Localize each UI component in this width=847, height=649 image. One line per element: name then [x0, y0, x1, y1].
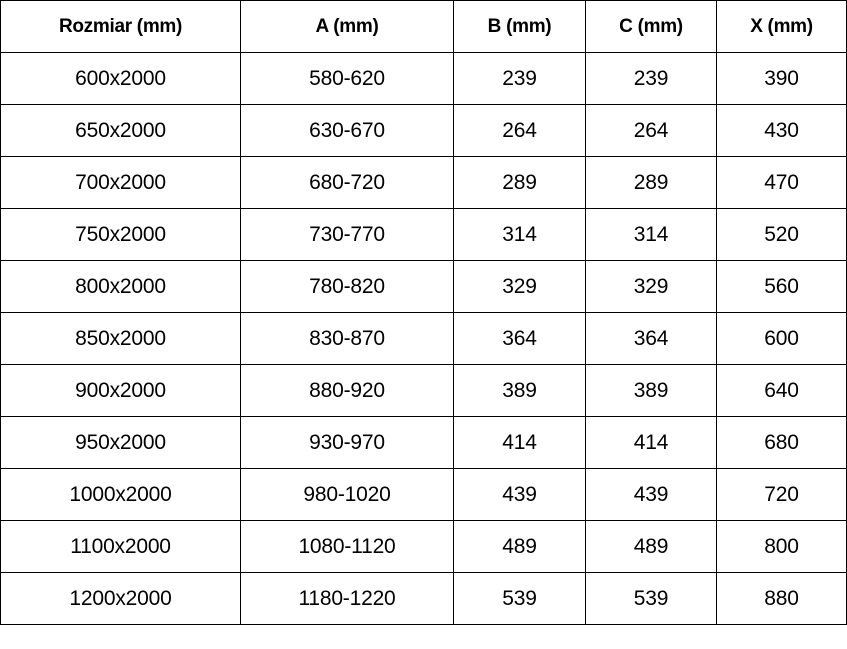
- cell-x: 520: [716, 208, 847, 261]
- cell-x: 390: [716, 52, 847, 105]
- cell-a: 930-970: [240, 416, 454, 469]
- cell-size: 1200x2000: [0, 572, 241, 625]
- header-x: X (mm): [716, 0, 847, 53]
- cell-a: 1080-1120: [240, 520, 454, 573]
- cell-b: 329: [453, 260, 586, 313]
- table-row: 850x2000 830-870 364 364 600: [0, 312, 847, 365]
- header-c: C (mm): [585, 0, 717, 53]
- cell-x: 470: [716, 156, 847, 209]
- cell-a: 580-620: [240, 52, 454, 105]
- cell-a: 780-820: [240, 260, 454, 313]
- cell-x: 880: [716, 572, 847, 625]
- table-row: 600x2000 580-620 239 239 390: [0, 52, 847, 105]
- cell-x: 600: [716, 312, 847, 365]
- table-row: 750x2000 730-770 314 314 520: [0, 208, 847, 261]
- cell-size: 650x2000: [0, 104, 241, 157]
- cell-c: 389: [585, 364, 717, 417]
- cell-size: 1000x2000: [0, 468, 241, 521]
- cell-b: 389: [453, 364, 586, 417]
- cell-size: 600x2000: [0, 52, 241, 105]
- table-row: 800x2000 780-820 329 329 560: [0, 260, 847, 313]
- cell-x: 680: [716, 416, 847, 469]
- table-row: 650x2000 630-670 264 264 430: [0, 104, 847, 157]
- table-row: 1000x2000 980-1020 439 439 720: [0, 468, 847, 521]
- cell-size: 750x2000: [0, 208, 241, 261]
- cell-b: 264: [453, 104, 586, 157]
- cell-x: 720: [716, 468, 847, 521]
- header-row: Rozmiar (mm) A (mm) B (mm) C (mm) X (mm): [0, 0, 847, 53]
- cell-a: 880-920: [240, 364, 454, 417]
- cell-b: 539: [453, 572, 586, 625]
- cell-size: 900x2000: [0, 364, 241, 417]
- cell-x: 640: [716, 364, 847, 417]
- cell-a: 730-770: [240, 208, 454, 261]
- cell-size: 700x2000: [0, 156, 241, 209]
- cell-c: 314: [585, 208, 717, 261]
- cell-b: 364: [453, 312, 586, 365]
- cell-b: 414: [453, 416, 586, 469]
- cell-c: 439: [585, 468, 717, 521]
- header-a: A (mm): [240, 0, 454, 53]
- header-b: B (mm): [453, 0, 586, 53]
- table-row: 1200x2000 1180-1220 539 539 880: [0, 572, 847, 625]
- cell-c: 239: [585, 52, 717, 105]
- cell-a: 680-720: [240, 156, 454, 209]
- dimensions-table: Rozmiar (mm) A (mm) B (mm) C (mm) X (mm)…: [0, 0, 847, 625]
- cell-b: 489: [453, 520, 586, 573]
- cell-size: 800x2000: [0, 260, 241, 313]
- table-body: 600x2000 580-620 239 239 390 650x2000 630-670 2…: [0, 52, 847, 625]
- cell-size: 1100x2000: [0, 520, 241, 573]
- table-row: 1100x2000 1080-1120 489 489 800: [0, 520, 847, 573]
- cell-c: 264: [585, 104, 717, 157]
- cell-a: 1180-1220: [240, 572, 454, 625]
- cell-a: 830-870: [240, 312, 454, 365]
- cell-c: 539: [585, 572, 717, 625]
- cell-c: 364: [585, 312, 717, 365]
- cell-a: 630-670: [240, 104, 454, 157]
- table-row: 950x2000 930-970 414 414 680: [0, 416, 847, 469]
- cell-c: 414: [585, 416, 717, 469]
- cell-a: 980-1020: [240, 468, 454, 521]
- cell-c: 489: [585, 520, 717, 573]
- cell-x: 430: [716, 104, 847, 157]
- cell-size: 850x2000: [0, 312, 241, 365]
- cell-x: 560: [716, 260, 847, 313]
- cell-b: 439: [453, 468, 586, 521]
- table-row: 700x2000 680-720 289 289 470: [0, 156, 847, 209]
- cell-c: 289: [585, 156, 717, 209]
- cell-size: 950x2000: [0, 416, 241, 469]
- cell-x: 800: [716, 520, 847, 573]
- cell-b: 289: [453, 156, 586, 209]
- header-size: Rozmiar (mm): [0, 0, 241, 53]
- cell-b: 314: [453, 208, 586, 261]
- cell-c: 329: [585, 260, 717, 313]
- cell-b: 239: [453, 52, 586, 105]
- table-row: 900x2000 880-920 389 389 640: [0, 364, 847, 417]
